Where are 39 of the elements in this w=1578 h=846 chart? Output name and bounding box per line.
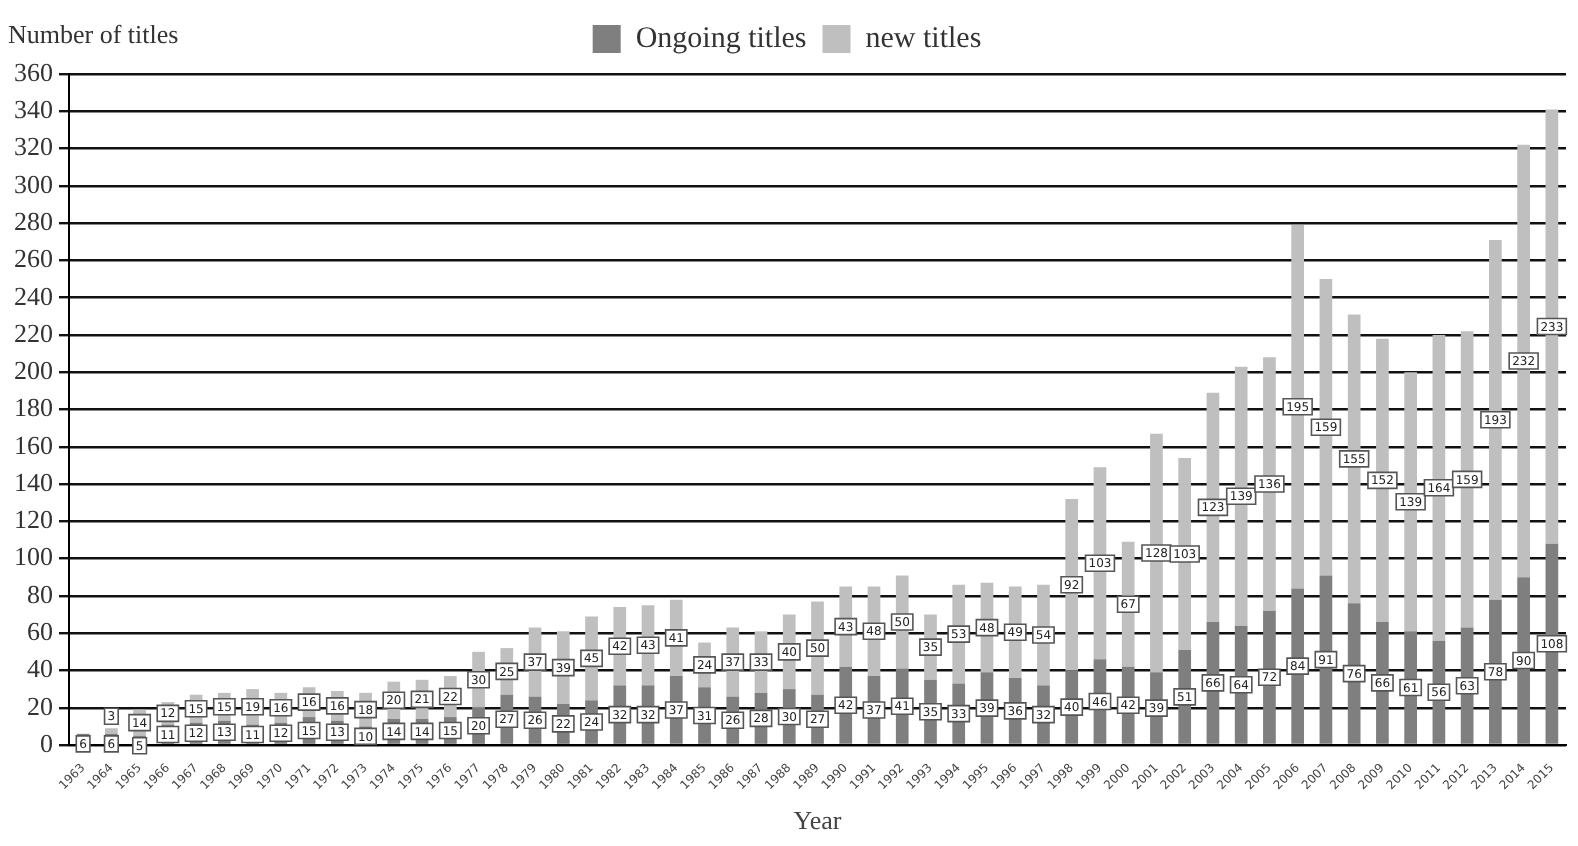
bar [1347, 314, 1361, 604]
y-tick-label: 60 [27, 616, 53, 647]
legend-label: Ongoing titles [635, 22, 807, 55]
y-tick-label: 80 [27, 578, 53, 609]
bar [1065, 498, 1079, 671]
y-tick-label: 0 [40, 727, 53, 758]
y-tick-label: 340 [14, 94, 53, 125]
bar [1150, 433, 1163, 673]
bar [1178, 457, 1192, 650]
y-axis-title: Number of titles [8, 18, 179, 49]
y-tick-label: 280 [14, 205, 53, 236]
y-tick-label: 320 [14, 131, 53, 162]
bar [1376, 338, 1389, 622]
y-tick-label: 180 [14, 392, 53, 423]
bar [1489, 239, 1502, 600]
y-tick-label: 360 [14, 56, 53, 87]
bar [1517, 144, 1530, 578]
y-tick-label: 300 [14, 168, 53, 199]
y-tick-label: 120 [14, 504, 53, 535]
x-axis-title: Year [793, 805, 843, 836]
y-tick-label: 200 [14, 355, 53, 386]
bar [1545, 109, 1559, 544]
y-tick-label: 100 [14, 541, 53, 572]
bar [1291, 588, 1305, 744]
bar [1347, 603, 1361, 744]
y-tick-label: 20 [27, 690, 53, 721]
y-tick-label: 260 [14, 243, 53, 274]
y-tick-label: 160 [14, 429, 53, 460]
bar [1291, 224, 1305, 589]
y-tick-label: 220 [14, 317, 53, 348]
bar [1517, 577, 1530, 744]
bar [105, 728, 118, 734]
legend-label: new titles [865, 22, 982, 55]
bar [1234, 366, 1248, 626]
y-tick-label: 40 [27, 653, 53, 684]
y-tick-label: 240 [14, 280, 53, 311]
bar [1404, 372, 1418, 632]
bar [1263, 357, 1276, 611]
y-tick-label: 140 [14, 466, 53, 497]
